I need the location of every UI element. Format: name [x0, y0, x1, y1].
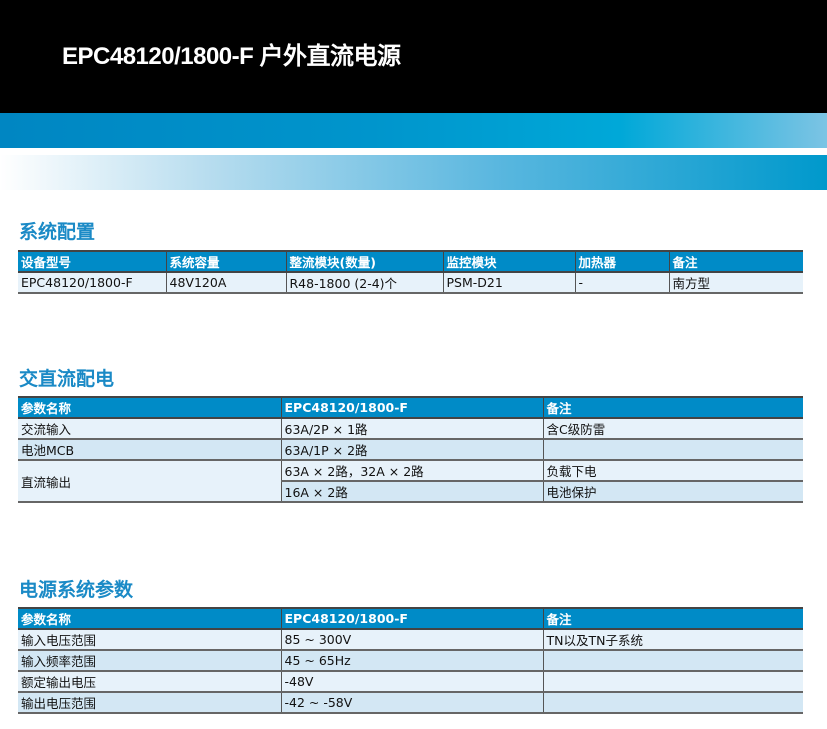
table-cell: -	[574, 272, 669, 294]
decorative-band-bottom	[0, 155, 827, 190]
table-row: 直流输出 63A × 2路，32A × 2路 负载下电	[18, 460, 803, 503]
table-cell: 63A/2P × 1路	[280, 418, 543, 440]
table-cell	[542, 439, 803, 461]
table-header-row: 设备型号 系统容量 整流模块(数量) 监控模块 加热器 备注	[18, 250, 803, 273]
system-config-title: 系统配置	[19, 221, 96, 243]
column-header: 备注	[542, 607, 803, 630]
table-cell: 63A/1P × 2路	[280, 439, 543, 461]
table-cell: 额定输出电压	[18, 671, 281, 693]
power-system-params-title: 电源系统参数	[19, 579, 134, 601]
column-header: 备注	[668, 250, 803, 273]
column-header: 监控模块	[442, 250, 575, 273]
table-row: 交流输入 63A/2P × 1路 含C级防雷	[18, 418, 803, 440]
decorative-band-top	[0, 113, 827, 148]
table-cell: R48-1800 (2-4)个	[285, 272, 443, 294]
ac-dc-distribution-table: 参数名称 EPC48120/1800-F 备注 交流输入 63A/2P × 1路 含C级防…	[18, 396, 803, 503]
column-header: EPC48120/1800-F	[280, 396, 543, 419]
table-cell: TN以及TN子系统	[542, 629, 803, 651]
table-cell: 交流输入	[18, 418, 281, 440]
column-header: EPC48120/1800-F	[280, 607, 543, 630]
table-cell: 输入频率范围	[18, 650, 281, 672]
table-row: 额定输出电压 -48V	[18, 671, 803, 693]
table-cell: 85 ~ 300V	[280, 629, 543, 651]
table-cell	[542, 671, 803, 693]
header-bar: EPC48120/1800-F 户外直流电源	[0, 0, 827, 113]
table-row: 输出电压范围 -42 ~ -58V	[18, 692, 803, 714]
table-cell: PSM-D21	[442, 272, 575, 294]
table-header-row: 参数名称 EPC48120/1800-F 备注	[18, 607, 803, 630]
table-row: EPC48120/1800-F 48V120A R48-1800 (2-4)个 PSM…	[18, 272, 803, 294]
column-header: 设备型号	[18, 250, 166, 273]
column-header: 加热器	[574, 250, 669, 273]
table-cell: 直流输出	[18, 460, 281, 503]
table-row: 输入频率范围 45 ~ 65Hz	[18, 650, 803, 672]
table-cell	[542, 650, 803, 672]
table-cell: 电池MCB	[18, 439, 281, 461]
table-row: 输入电压范围 85 ~ 300V TN以及TN子系统	[18, 629, 803, 651]
table-cell: 16A × 2路	[280, 481, 543, 503]
column-header: 整流模块(数量)	[285, 250, 443, 273]
table-cell: 南方型	[668, 272, 803, 294]
table-cell: 电池保护	[542, 481, 803, 503]
table-row: 16A × 2路 电池保护	[18, 481, 803, 503]
table-row: 电池MCB 63A/1P × 2路	[18, 439, 803, 461]
ac-dc-distribution-title: 交直流配电	[19, 368, 115, 390]
table-cell: 含C级防雷	[542, 418, 803, 440]
system-config-table: 设备型号 系统容量 整流模块(数量) 监控模块 加热器 备注 EPC48120/1800-F…	[18, 250, 803, 294]
table-cell	[542, 692, 803, 714]
table-cell: 45 ~ 65Hz	[280, 650, 543, 672]
table-header-row: 参数名称 EPC48120/1800-F 备注	[18, 396, 803, 419]
page-title: EPC48120/1800-F 户外直流电源	[62, 43, 401, 70]
table-cell: 48V120A	[165, 272, 286, 294]
column-header: 参数名称	[18, 396, 281, 419]
table-cell: -48V	[280, 671, 543, 693]
table-cell: 63A × 2路，32A × 2路	[280, 460, 543, 482]
column-header: 系统容量	[165, 250, 286, 273]
power-system-params-table: 参数名称 EPC48120/1800-F 备注 输入电压范围 85 ~ 300V TN以及…	[18, 607, 803, 714]
table-cell: 负载下电	[542, 460, 803, 482]
column-header: 备注	[542, 396, 803, 419]
table-cell: 输入电压范围	[18, 629, 281, 651]
table-cell: 输出电压范围	[18, 692, 281, 714]
column-header: 参数名称	[18, 607, 281, 630]
table-cell: -42 ~ -58V	[280, 692, 543, 714]
table-cell: EPC48120/1800-F	[18, 272, 166, 294]
